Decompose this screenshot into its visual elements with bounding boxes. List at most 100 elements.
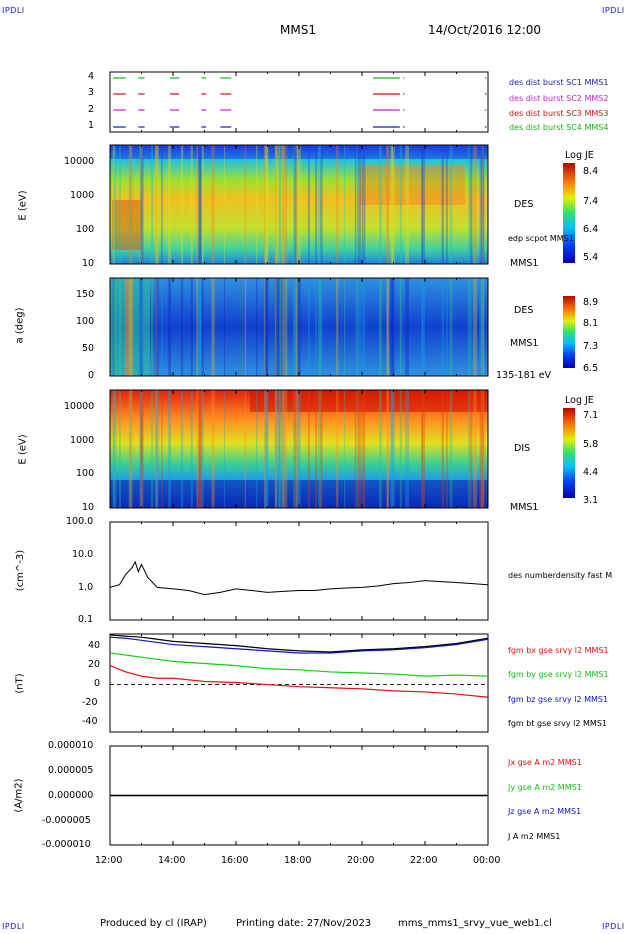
density-series-line (109, 560, 489, 596)
spectrogram-stripe (469, 145, 473, 264)
spectrogram-stripe (391, 390, 395, 508)
legend-sc4: des dist burst SC4 MMS4 (509, 123, 609, 132)
legend-j: J A m2 MMS1 (508, 832, 561, 841)
spectrogram-stripe (390, 278, 394, 376)
spectrogram-stripe (446, 390, 448, 508)
spectrogram-stripe (140, 390, 142, 508)
spectrogram-stripe (293, 145, 295, 264)
spectrogram-stripe (295, 145, 299, 264)
spectrogram-stripe (390, 145, 394, 264)
spectrogram-stripe (274, 278, 277, 376)
spectrogram-stripe (196, 278, 199, 376)
burst-ytick: 1 (88, 120, 95, 131)
colorbar-des-energy-title: Log JE (565, 150, 594, 161)
spectrogram-stripe (275, 145, 277, 264)
spectrogram-stripe (224, 278, 226, 376)
spectrogram-stripe (293, 145, 297, 264)
spectrogram-stripe (356, 145, 358, 264)
spectrogram-stripe (279, 278, 282, 376)
spectrogram-stripe (119, 278, 122, 376)
spectrogram-stripe (141, 390, 143, 508)
legend-jy: Jy gse A m2 MMS1 (508, 783, 582, 792)
spectrogram-stripe (244, 278, 247, 376)
spectrogram-stripe (293, 390, 297, 508)
time-tick: 12:00 (95, 855, 123, 866)
edp-scpot-label: edp scpot MMS1 (508, 234, 574, 243)
spectrogram-stripe (198, 390, 202, 508)
des-pitch-label: DES (514, 305, 534, 316)
spectrogram-stripe (264, 278, 268, 376)
density-ylabel: (cm^-3) (15, 549, 27, 592)
spectrogram-stripe (265, 278, 269, 376)
density-panel-frame (109, 521, 489, 621)
current-ytick: 0.000005 (48, 765, 94, 776)
spectrogram-stripe (140, 278, 142, 376)
spectrogram-stripe (141, 145, 143, 264)
colorbar-des-pitch-angle (563, 296, 575, 368)
spectrogram-stripe (112, 390, 115, 508)
spectrogram-stripe (391, 278, 395, 376)
colorbar-des-energy (563, 163, 575, 263)
spectrogram-stripe (481, 145, 485, 264)
colorbar-tick: 7.4 (583, 196, 599, 207)
spectrogram-stripe (211, 145, 215, 264)
bfield-ytick: 20 (88, 659, 101, 670)
colorbar-tick: 8.1 (583, 318, 599, 329)
spectrogram-stripe (112, 145, 115, 264)
legend-sc2: des dist burst SC2 MMS2 (509, 94, 609, 103)
spectrogram-stripe (255, 278, 258, 376)
time-tick: 20:00 (347, 855, 375, 866)
burst-ytick: 3 (88, 87, 95, 98)
legend-sc3: des dist burst SC3 MMS3 (509, 109, 609, 118)
spectrogram-stripe (468, 145, 471, 264)
spectrogram-stripe (198, 390, 202, 508)
spectrogram-stripe (318, 278, 322, 376)
spectrogram-stripe (129, 145, 132, 264)
spectrogram-stripe (285, 278, 288, 376)
spectrogram-stripe (155, 390, 159, 508)
spectrogram-stripe (399, 390, 402, 508)
corner-label-bl: IPDLI (2, 922, 25, 931)
footer-script-name: mms_mms1_srvy_vue_web1.cl (398, 918, 552, 929)
legend-bx: fgm bx gse srvy l2 MMS1 (508, 646, 609, 655)
spectrogram-stripe (264, 278, 266, 376)
spectrogram-stripe (276, 145, 281, 264)
spectrogram-stripe (297, 145, 301, 264)
time-tick: 22:00 (410, 855, 438, 866)
spectrogram-stripe (320, 278, 323, 376)
spectrogram-stripe (449, 390, 453, 508)
bfield-series-line (109, 652, 489, 677)
spectrogram-stripe (155, 278, 159, 376)
spectrogram-stripe (344, 278, 346, 376)
dis-energy-ytick: 10000 (64, 401, 95, 412)
spectrogram-stripe (295, 145, 297, 264)
spectrogram-stripe (293, 278, 295, 376)
density-ytick: 100.0 (66, 516, 94, 527)
spectrogram-stripe (357, 145, 362, 264)
spectrogram-stripe (315, 145, 318, 264)
spectrogram-stripe (295, 390, 297, 508)
colorbar-tick: 4.4 (583, 467, 599, 478)
dis-energy-sc-label: MMS1 (510, 502, 539, 513)
current-ytick: -0.000010 (42, 839, 91, 850)
spectrogram-stripe (190, 145, 193, 264)
spectrogram-stripe (139, 390, 144, 508)
spectrogram-stripe (279, 390, 282, 508)
current-ytick: 0.000010 (48, 740, 94, 751)
spectrogram-stripe (141, 278, 143, 376)
spectrogram-stripe (315, 278, 318, 376)
spectrogram-stripe (281, 390, 286, 508)
spectrogram-stripe (275, 390, 277, 508)
footer-producer: Produced by cl (IRAP) (100, 918, 207, 929)
spectrogram-stripe (278, 145, 281, 264)
spectrogram-stripe (307, 390, 310, 508)
time-tick: 00:00 (473, 855, 501, 866)
spectrogram-stripe (198, 278, 202, 376)
spectrogram-stripe (201, 390, 204, 508)
spectrogram-stripe (357, 390, 362, 508)
spectrogram-stripe (481, 145, 485, 264)
spectrogram-stripe (473, 390, 477, 508)
colorbar-tick: 6.4 (583, 224, 599, 235)
spectrogram-stripe (361, 278, 364, 376)
spectrogram-stripe (421, 390, 426, 508)
